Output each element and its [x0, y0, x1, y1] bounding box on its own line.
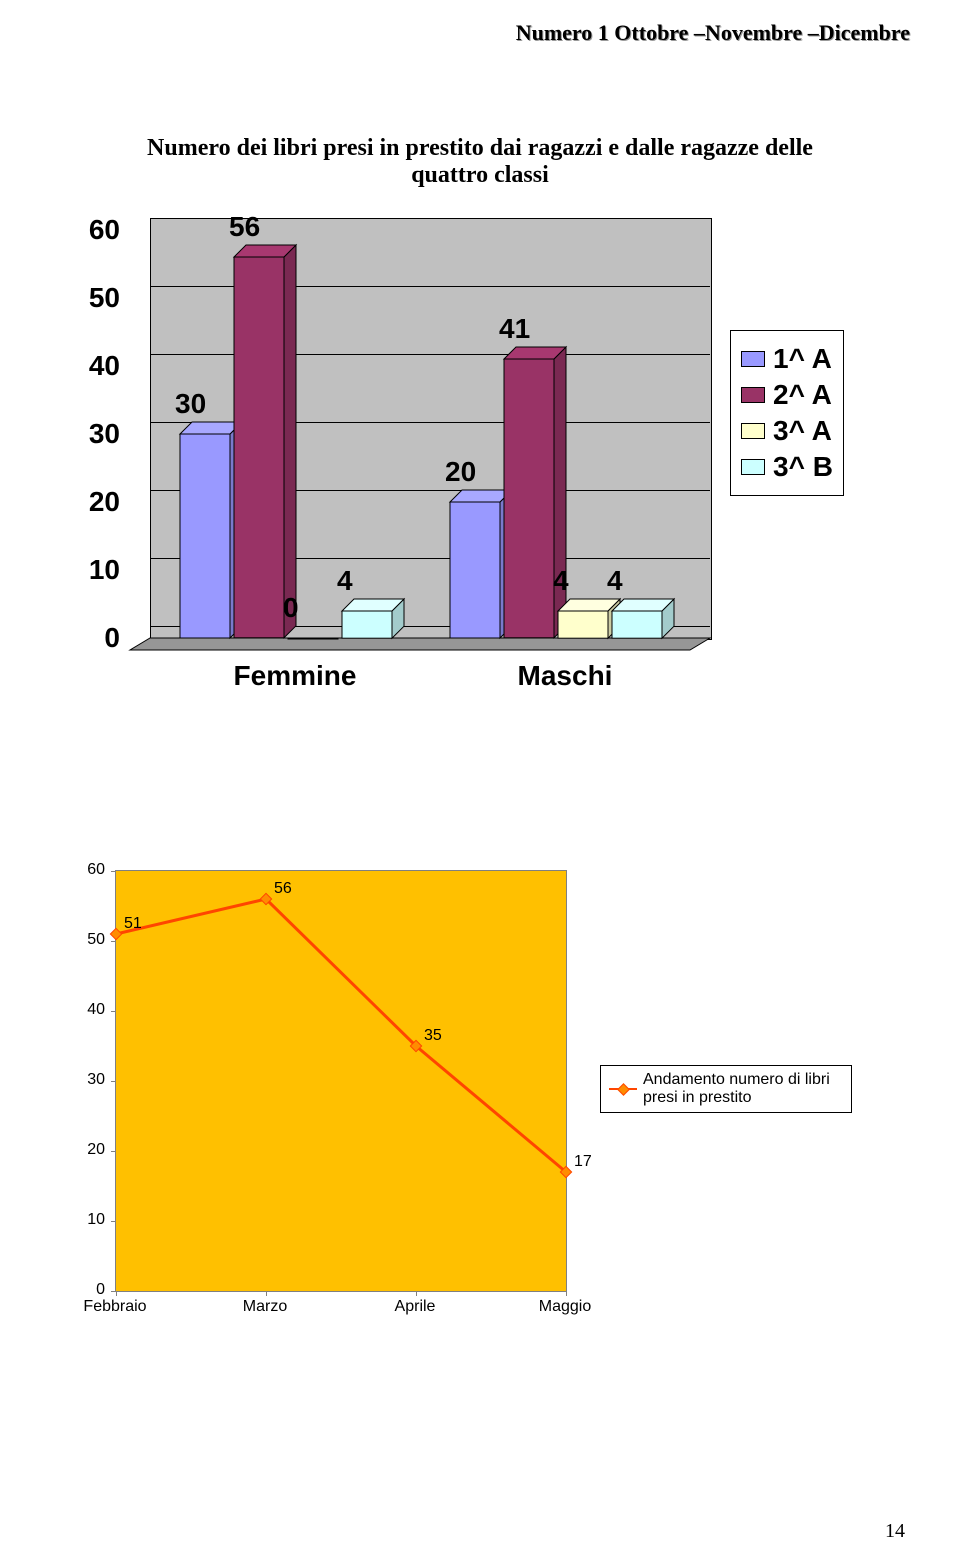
page-header: Numero 1 Ottobre –Novembre –Dicembre	[516, 20, 910, 46]
chart2-legend: Andamento numero di libri presi in prest…	[600, 1065, 852, 1113]
chart1-value-label: 4	[553, 565, 569, 597]
chart2-ytick: 60	[70, 861, 105, 879]
chart1-yaxis: 0102030405060	[70, 230, 120, 650]
chart1-value-label: 56	[229, 211, 260, 243]
chart1-ytick: 50	[70, 282, 120, 314]
chart1-legend-item: 2^ A	[741, 379, 833, 411]
chart2-legend-label: Andamento numero di libri presi in prest…	[643, 1071, 843, 1107]
chart2-legend-item: Andamento numero di libri presi in prest…	[609, 1071, 843, 1107]
chart1-title: Numero dei libri presi in prestito dai r…	[0, 135, 960, 189]
chart1-legend-swatch	[741, 423, 765, 439]
chart1-title-line2: quattro classi	[411, 162, 549, 188]
chart1-legend-label: 1^ A	[773, 343, 832, 375]
chart1-legend-item: 1^ A	[741, 343, 833, 375]
chart2-xtick-label: Febbraio	[83, 1298, 146, 1316]
chart1-legend-item: 3^ B	[741, 451, 833, 483]
chart1-ytick: 40	[70, 350, 120, 382]
page-number: 14	[885, 1520, 905, 1543]
chart2-ytick: 20	[70, 1141, 105, 1159]
chart2-ytick: 30	[70, 1071, 105, 1089]
chart1-legend-item: 3^ A	[741, 415, 833, 447]
chart2-xtick-label: Maggio	[539, 1298, 591, 1316]
chart2-plot: 51563517	[115, 870, 567, 1292]
chart1-value-label: 41	[499, 313, 530, 345]
chart1-bar	[342, 611, 392, 638]
chart1-legend-label: 3^ A	[773, 415, 832, 447]
chart2-value-label: 51	[124, 915, 142, 932]
chart1-bar	[558, 611, 608, 638]
chart1-ytick: 60	[70, 214, 120, 246]
chart1-bar	[612, 611, 662, 638]
chart2-ytick: 10	[70, 1211, 105, 1229]
chart1-legend-swatch	[741, 459, 765, 475]
chart2-ytick: 50	[70, 931, 105, 949]
chart1-ytick: 10	[70, 554, 120, 586]
chart1-bar	[504, 359, 554, 638]
chart2-yaxis: 0102030405060	[70, 870, 105, 1290]
line-chart: 0102030405060 51563517 FebbraioMarzoApri…	[70, 870, 890, 1390]
chart2-line-svg: 51563517	[116, 871, 566, 1291]
chart1-bar	[180, 434, 230, 638]
chart1-bar	[234, 257, 284, 638]
chart2-legend-marker	[617, 1083, 630, 1096]
chart1-category-label: Femmine	[180, 660, 410, 692]
chart2-xtick-label: Marzo	[243, 1298, 287, 1316]
chart1-legend-swatch	[741, 351, 765, 367]
chart1-value-label: 0	[283, 592, 299, 624]
chart2-value-label: 35	[424, 1027, 442, 1044]
chart1-title-line1: Numero dei libri presi in prestito dai r…	[147, 135, 813, 161]
chart1-value-label: 4	[607, 565, 623, 597]
chart1-value-label: 4	[337, 565, 353, 597]
chart1-value-label: 20	[445, 456, 476, 488]
chart2-legend-line	[609, 1088, 637, 1090]
chart2-ytick: 40	[70, 1001, 105, 1019]
chart2-value-label: 17	[574, 1153, 592, 1170]
bar-chart: 0102030405060 305604204144 FemmineMaschi…	[70, 230, 890, 710]
chart1-ytick: 30	[70, 418, 120, 450]
chart1-ytick: 20	[70, 486, 120, 518]
chart1-value-label: 30	[175, 388, 206, 420]
chart2-ytick: 0	[70, 1281, 105, 1299]
chart1-bar	[450, 502, 500, 638]
chart2-xtick-label: Aprile	[395, 1298, 436, 1316]
chart1-plot: 305604204144	[130, 230, 710, 650]
chart1-legend-label: 3^ B	[773, 451, 833, 483]
chart2-value-label: 56	[274, 880, 292, 897]
chart1-legend-swatch	[741, 387, 765, 403]
chart1-ytick: 0	[70, 622, 120, 654]
chart1-legend-label: 2^ A	[773, 379, 832, 411]
chart1-legend: 1^ A 2^ A 3^ A 3^ B	[730, 330, 844, 496]
chart2-marker	[110, 928, 121, 939]
chart1-category-label: Maschi	[450, 660, 680, 692]
